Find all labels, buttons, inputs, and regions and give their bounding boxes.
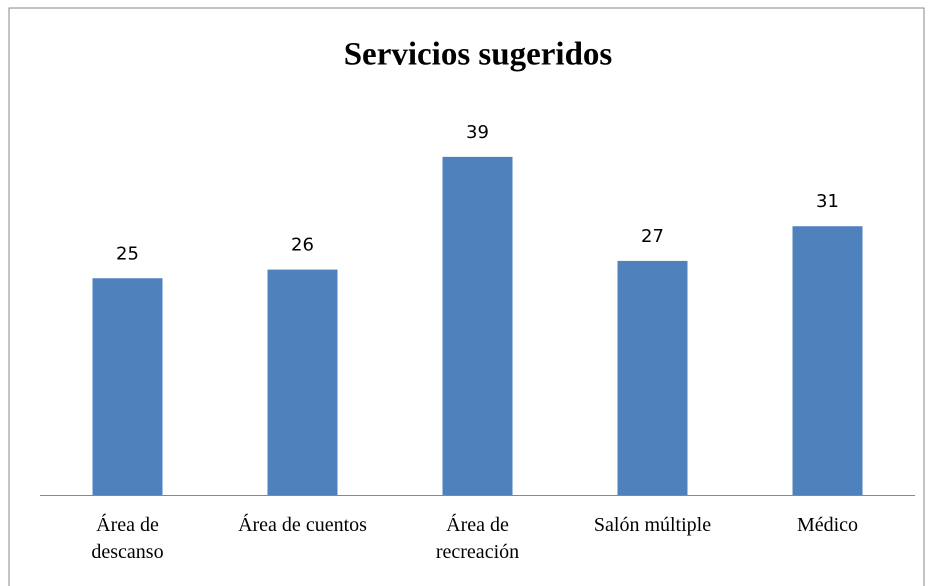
x-tick-label: Área de cuentos xyxy=(238,514,367,536)
x-tick-label: Salón múltiple xyxy=(593,514,712,536)
data-label: 26 xyxy=(291,235,314,256)
bar xyxy=(267,269,338,495)
x-tick-label: Área de recreación xyxy=(435,514,520,563)
bar xyxy=(442,156,513,495)
x-tick-label: Área de descanso xyxy=(91,514,164,563)
bar xyxy=(92,278,163,495)
data-label: 39 xyxy=(466,122,489,143)
chart-title: Servicios sugeridos xyxy=(344,37,613,73)
bar xyxy=(617,260,688,495)
bar xyxy=(792,226,863,496)
data-label: 25 xyxy=(116,243,139,264)
x-tick-label: Médico xyxy=(796,514,859,536)
data-label: 27 xyxy=(641,226,664,247)
data-label: 31 xyxy=(816,191,839,212)
